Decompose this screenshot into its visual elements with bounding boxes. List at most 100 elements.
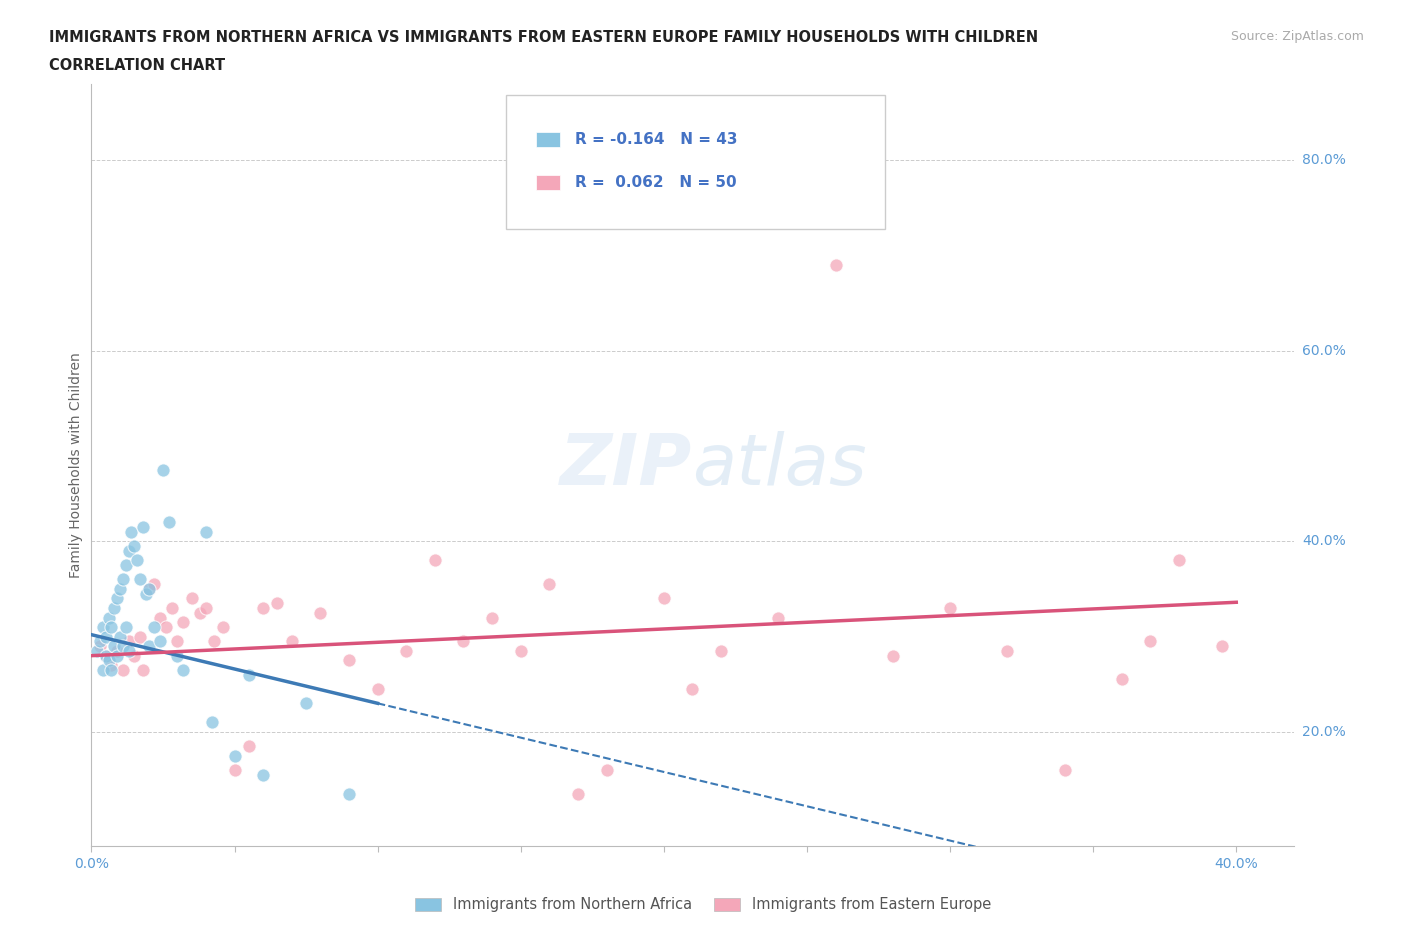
Point	[86, 644, 108, 658]
Point	[201, 715, 224, 730]
Point	[395, 644, 418, 658]
Point	[111, 662, 134, 677]
Point	[117, 634, 139, 649]
Point	[108, 581, 131, 596]
Point	[100, 619, 122, 634]
Point	[337, 653, 360, 668]
Point	[132, 520, 155, 535]
Point	[94, 630, 117, 644]
Point	[509, 644, 531, 658]
Point	[129, 630, 152, 644]
Point	[453, 634, 475, 649]
Point	[172, 615, 194, 630]
Point	[103, 601, 125, 616]
Point	[91, 662, 114, 677]
Point	[94, 648, 117, 663]
Legend: Immigrants from Northern Africa, Immigrants from Eastern Europe: Immigrants from Northern Africa, Immigra…	[409, 891, 997, 918]
Point	[105, 648, 128, 663]
Point	[281, 634, 304, 649]
Point	[595, 763, 617, 777]
Point	[114, 558, 136, 573]
Point	[149, 634, 172, 649]
Point	[89, 639, 111, 654]
Point	[1111, 672, 1133, 687]
Point	[143, 619, 166, 634]
Point	[295, 696, 318, 711]
Point	[129, 572, 152, 587]
Point	[166, 634, 188, 649]
Point	[172, 662, 194, 677]
Point	[652, 591, 675, 606]
Point	[995, 644, 1018, 658]
Point	[224, 763, 246, 777]
Point	[1139, 634, 1161, 649]
Point	[135, 586, 157, 601]
Point	[266, 596, 288, 611]
Point	[166, 648, 188, 663]
Point	[111, 639, 134, 654]
Point	[124, 538, 146, 553]
Point	[138, 639, 160, 654]
Point	[939, 601, 962, 616]
Point	[367, 682, 389, 697]
Point	[212, 619, 235, 634]
Text: 80.0%: 80.0%	[1302, 153, 1346, 167]
Text: atlas: atlas	[692, 431, 868, 499]
Point	[89, 634, 111, 649]
Point	[309, 605, 332, 620]
Point	[94, 648, 117, 663]
Text: ZIP: ZIP	[560, 431, 692, 499]
Text: 60.0%: 60.0%	[1302, 343, 1346, 358]
Point	[149, 610, 172, 625]
Point	[538, 577, 561, 591]
Text: R =  0.062   N = 50: R = 0.062 N = 50	[575, 176, 737, 191]
Text: Source: ZipAtlas.com: Source: ZipAtlas.com	[1230, 30, 1364, 43]
Point	[152, 462, 174, 477]
Point	[105, 644, 128, 658]
Text: CORRELATION CHART: CORRELATION CHART	[49, 58, 225, 73]
Point	[252, 601, 274, 616]
Text: 20.0%: 20.0%	[1302, 724, 1346, 739]
Point	[1211, 639, 1233, 654]
Point	[423, 552, 446, 567]
Point	[180, 591, 202, 606]
Point	[91, 619, 114, 634]
Point	[1168, 552, 1191, 567]
Point	[567, 787, 589, 802]
Point	[238, 668, 260, 683]
Point	[138, 581, 160, 596]
Y-axis label: Family Households with Children: Family Households with Children	[69, 352, 83, 578]
Point	[100, 662, 122, 677]
Point	[117, 644, 139, 658]
Point	[160, 601, 183, 616]
Point	[188, 605, 211, 620]
Point	[252, 767, 274, 782]
Point	[103, 639, 125, 654]
Bar	[536, 132, 560, 147]
Point	[337, 787, 360, 802]
Point	[97, 610, 120, 625]
Point	[194, 601, 217, 616]
Point	[121, 525, 143, 539]
Point	[681, 682, 703, 697]
Point	[97, 653, 120, 668]
Point	[1053, 763, 1076, 777]
Point	[204, 634, 226, 649]
Point	[108, 630, 131, 644]
Point	[105, 591, 128, 606]
Point	[768, 610, 790, 625]
Point	[100, 658, 122, 672]
Point	[824, 258, 846, 272]
Point	[124, 648, 146, 663]
Point	[194, 525, 217, 539]
Point	[238, 738, 260, 753]
Point	[111, 572, 134, 587]
Point	[127, 552, 149, 567]
Point	[155, 619, 177, 634]
Point	[481, 610, 503, 625]
Point	[132, 662, 155, 677]
Point	[117, 543, 139, 558]
Text: 40.0%: 40.0%	[1302, 534, 1346, 549]
Point	[157, 515, 180, 530]
Point	[114, 619, 136, 634]
